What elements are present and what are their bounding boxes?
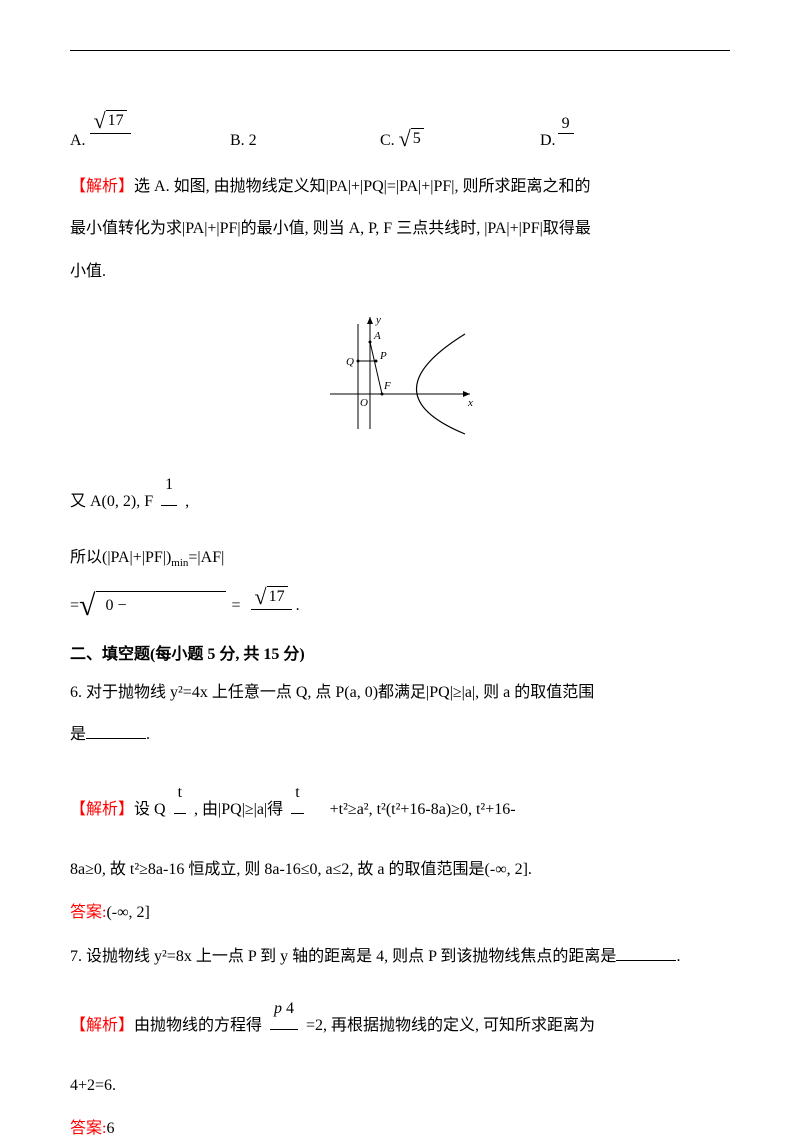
q6-line2: 是. — [70, 716, 730, 754]
solution7-frac: p 4 — [270, 990, 298, 1063]
opt-a-label: A. — [70, 132, 86, 150]
calc1-sub: min — [171, 557, 188, 569]
diag-x: x — [467, 397, 473, 409]
q7-end: . — [676, 948, 680, 965]
q6-line2a: 是 — [70, 726, 86, 743]
q6-blank — [86, 723, 146, 739]
s6-t2: t — [291, 774, 303, 812]
calc1-line1-b: , — [185, 493, 189, 510]
s7-p: p — [274, 1000, 282, 1017]
opt-d-label: D. — [540, 132, 556, 150]
solution7-tag: 【解析】 — [70, 1018, 134, 1035]
opt-d-num: 9 — [558, 115, 574, 133]
s7-4: 4 — [286, 1000, 294, 1017]
options-row: A. √17 B. 2 C. √5 D. 9 — [70, 110, 730, 150]
calc1-line2: 所以(|PA|+|PF|)min=|AF| — [70, 539, 730, 577]
solution1-para: 【解析】选 A. 如图, 由抛物线定义知|PA|+|PQ|=|PA|+|PF|,… — [70, 168, 730, 206]
calc1-frac: 1 — [161, 466, 177, 539]
solution1-tag: 【解析】 — [70, 178, 134, 195]
diag-P: P — [379, 350, 387, 362]
q6-line1: 6. 对于抛物线 y²=4x 上任意一点 Q, 点 P(a, 0)都满足|PQ|… — [70, 674, 730, 712]
calc1-line2-a: 所以(|PA|+|PF|) — [70, 549, 171, 566]
opt-c-sqrt: 5 — [411, 128, 424, 150]
eq-left: = — [70, 597, 79, 615]
eq-end: . — [296, 597, 300, 615]
calc1-line1-a: 又 A(0, 2), F — [70, 493, 153, 510]
diag-O: O — [360, 397, 368, 409]
eq-sqrt: 17 — [267, 586, 288, 608]
solution6: 【解析】设 Q t , 由|PQ|≥|a|得 t +t²≥a², t²(t²+1… — [70, 774, 730, 847]
q6-line2b: . — [146, 726, 150, 743]
solution6-frac2: t — [291, 774, 303, 847]
calc1-num: 1 — [161, 466, 177, 504]
solution6-a: 设 Q — [134, 801, 166, 818]
s6-t1: t — [174, 774, 186, 812]
solution6-b: , 由|PQ|≥|a|得 — [194, 801, 283, 818]
solution7: 【解析】由抛物线的方程得 p 4 =2, 再根据抛物线的定义, 可知所求距离为 — [70, 990, 730, 1063]
diag-F: F — [383, 380, 391, 392]
calc1-line2-b: =|AF| — [188, 549, 224, 566]
eq-result-frac: √17 — [251, 586, 292, 626]
eq-radicand: 0 − — [96, 591, 226, 621]
option-d: D. 9 — [540, 115, 578, 150]
solution1-text1: 选 A. 如图, 由抛物线定义知|PA|+|PQ|=|PA|+|PF|, 则所求… — [134, 178, 590, 195]
answer6: 答案:(-∞, 2] — [70, 894, 730, 932]
option-c: C. √5 — [380, 128, 540, 150]
section2-head: 二、填空题(每小题 5 分, 共 15 分) — [70, 640, 730, 664]
opt-a-frac: √17 — [90, 110, 131, 150]
opt-d-frac: 9 — [558, 115, 574, 150]
option-a: A. √17 — [70, 110, 230, 150]
solution7-b: =2, 再根据抛物线的定义, 可知所求距离为 — [306, 1018, 595, 1035]
opt-a-sqrt: 17 — [106, 110, 127, 132]
calc1-eq: = √ 0 − = √17 . — [70, 586, 730, 626]
eq-bigsqrt: √ 0 − — [79, 591, 225, 621]
solution6-frac1: t — [174, 774, 186, 847]
q7: 7. 设抛物线 y²=8x 上一点 P 到 y 轴的距离是 4, 则点 P 到该… — [70, 938, 730, 976]
q7-blank — [616, 945, 676, 961]
solution1-text2: 最小值转化为求|PA|+|PF|的最小值, 则当 A, P, F 三点共线时, … — [70, 210, 730, 248]
solution7-line2: 4+2=6. — [70, 1067, 730, 1105]
answer7-val: 6 — [106, 1120, 114, 1137]
solution6-c: +t²≥a², t²(t²+16-8a)≥0, t²+16- — [330, 801, 516, 818]
diag-Q: Q — [346, 356, 354, 368]
answer6-val: (-∞, 2] — [106, 904, 149, 921]
opt-c-label: C. — [380, 132, 395, 150]
opt-b-label: B. — [230, 132, 245, 150]
solution1-text3: 小值. — [70, 253, 730, 291]
answer6-tag: 答案: — [70, 904, 106, 921]
diag-A: A — [373, 330, 381, 342]
solution6-tag: 【解析】 — [70, 801, 134, 818]
top-rule — [70, 50, 730, 51]
calc1-line1: 又 A(0, 2), F 1 , — [70, 466, 730, 539]
opt-b-value: 2 — [249, 132, 257, 150]
diag-y: y — [375, 314, 381, 326]
answer7-tag: 答案: — [70, 1120, 106, 1137]
answer7: 答案:6 — [70, 1110, 730, 1148]
solution7-a: 由抛物线的方程得 — [134, 1018, 262, 1035]
parabola-diagram: A P Q F O x y — [70, 309, 730, 444]
eq-mid: = — [232, 597, 241, 615]
option-b: B. 2 — [230, 132, 380, 150]
solution6-line2: 8a≥0, 故 t²≥8a-16 恒成立, 则 8a-16≤0, a≤2, 故 … — [70, 851, 730, 889]
q7-text: 7. 设抛物线 y²=8x 上一点 P 到 y 轴的距离是 4, 则点 P 到该… — [70, 948, 616, 965]
